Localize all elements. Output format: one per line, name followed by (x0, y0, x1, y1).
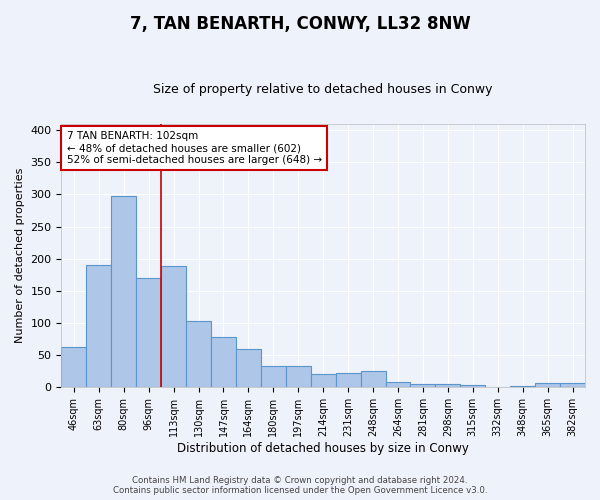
Bar (386, 382, 410, 388)
Bar (335, 374, 361, 388)
Bar (535, 383, 560, 388)
X-axis label: Distribution of detached houses by size in Conwy: Distribution of detached houses by size … (177, 442, 469, 455)
Bar (460, 385, 485, 388)
Y-axis label: Number of detached properties: Number of detached properties (15, 168, 25, 343)
Bar (111, 196, 136, 388)
Bar (211, 336, 236, 388)
Bar (311, 374, 335, 388)
Text: 7 TAN BENARTH: 102sqm
← 48% of detached houses are smaller (602)
52% of semi-det: 7 TAN BENARTH: 102sqm ← 48% of detached … (67, 132, 322, 164)
Bar (361, 372, 386, 388)
Bar (186, 320, 211, 388)
Bar (236, 349, 261, 388)
Bar (86, 265, 111, 388)
Bar (136, 278, 161, 388)
Bar (410, 384, 436, 388)
Bar (261, 366, 286, 388)
Title: Size of property relative to detached houses in Conwy: Size of property relative to detached ho… (154, 83, 493, 96)
Text: 7, TAN BENARTH, CONWY, LL32 8NW: 7, TAN BENARTH, CONWY, LL32 8NW (130, 15, 470, 33)
Bar (286, 366, 311, 388)
Bar (510, 386, 535, 388)
Text: Contains HM Land Registry data © Crown copyright and database right 2024.
Contai: Contains HM Land Registry data © Crown c… (113, 476, 487, 495)
Bar (61, 347, 86, 388)
Bar (560, 383, 585, 388)
Bar (436, 384, 460, 388)
Bar (161, 266, 186, 388)
